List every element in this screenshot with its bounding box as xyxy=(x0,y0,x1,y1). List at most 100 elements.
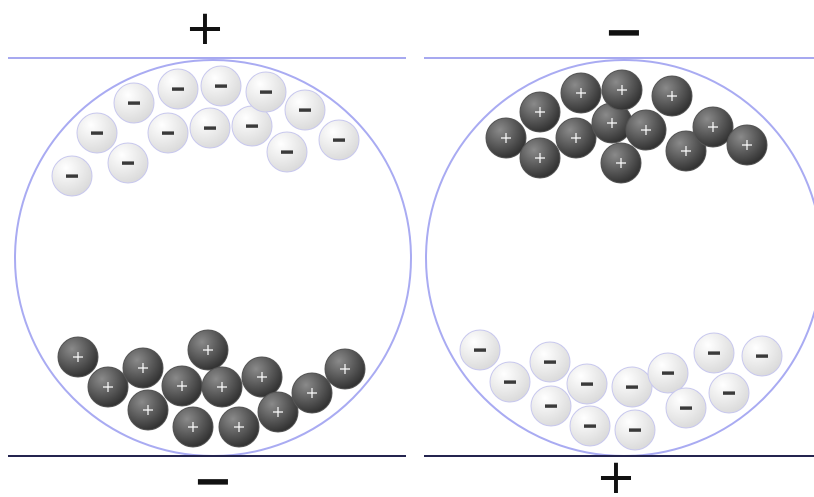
negative-particle xyxy=(566,363,608,405)
minus-sign-icon xyxy=(281,150,293,154)
negative-particle xyxy=(611,366,653,408)
negative-particle xyxy=(489,361,531,403)
minus-sign-icon xyxy=(299,108,311,112)
minus-sign-icon xyxy=(260,90,272,94)
negative-particle xyxy=(284,89,326,131)
plus-sign-icon xyxy=(571,133,581,143)
positive-particle xyxy=(625,109,667,151)
plus-sign-icon xyxy=(667,91,677,101)
plus-sign-icon xyxy=(73,352,83,362)
positive-particle xyxy=(560,72,602,114)
plus-sign-icon xyxy=(257,372,267,382)
negative-particle xyxy=(569,405,611,447)
plus-sign-icon xyxy=(708,122,718,132)
right-positive-particle-group xyxy=(485,69,768,184)
positive-particle xyxy=(241,356,283,398)
negative-particle xyxy=(157,68,199,110)
left-panel: + − xyxy=(8,0,412,497)
positive-particle xyxy=(601,69,643,111)
left-positive-particle-group xyxy=(57,329,366,448)
positive-particle xyxy=(172,406,214,448)
minus-sign-icon xyxy=(584,424,596,428)
plus-sign-icon xyxy=(616,158,626,168)
minus-sign-icon xyxy=(246,124,258,128)
negative-particle xyxy=(647,352,689,394)
minus-sign-icon xyxy=(215,84,227,88)
positive-particle xyxy=(485,117,527,159)
minus-sign-icon xyxy=(204,126,216,130)
negative-particle xyxy=(665,387,707,429)
positive-particle xyxy=(519,137,561,179)
plus-sign-icon xyxy=(576,88,586,98)
positive-particle xyxy=(291,372,333,414)
right-panel: − + xyxy=(424,4,814,497)
minus-sign-icon xyxy=(662,371,674,375)
positive-particle xyxy=(187,329,229,371)
minus-sign-icon xyxy=(128,101,140,105)
minus-sign-icon xyxy=(122,161,134,165)
positive-particle xyxy=(201,366,243,408)
minus-sign-icon xyxy=(333,138,345,142)
plus-sign-icon xyxy=(607,118,617,128)
positive-particle xyxy=(600,142,642,184)
minus-sign-icon xyxy=(91,131,103,135)
negative-particle xyxy=(614,409,656,451)
minus-sign-icon xyxy=(474,348,486,352)
positive-particle xyxy=(324,348,366,390)
left-top-terminal-label: + xyxy=(185,0,225,56)
positive-particle xyxy=(57,336,99,378)
negative-particle xyxy=(200,65,242,107)
minus-sign-icon xyxy=(66,174,78,178)
negative-particle xyxy=(147,112,189,154)
negative-particle xyxy=(529,341,571,383)
plus-sign-icon xyxy=(234,422,244,432)
negative-particle xyxy=(318,119,360,161)
negative-particle xyxy=(107,142,149,184)
plus-sign-icon xyxy=(501,133,511,143)
minus-sign-icon xyxy=(626,385,638,389)
plus-sign-icon xyxy=(273,407,283,417)
negative-particle xyxy=(708,372,750,414)
right-top-terminal-label: − xyxy=(604,4,644,60)
left-bottom-terminal-label: − xyxy=(193,453,233,497)
negative-particle xyxy=(245,71,287,113)
plus-sign-icon xyxy=(641,125,651,135)
negative-particle xyxy=(693,332,735,374)
positive-particle xyxy=(122,347,164,389)
minus-sign-icon xyxy=(723,391,735,395)
minus-sign-icon xyxy=(545,404,557,408)
negative-particle xyxy=(76,112,118,154)
right-bottom-terminal-label: + xyxy=(596,449,636,497)
negative-particle xyxy=(741,335,783,377)
plus-sign-icon xyxy=(340,364,350,374)
minus-sign-icon xyxy=(708,351,720,355)
plus-sign-icon xyxy=(103,382,113,392)
positive-particle xyxy=(692,106,734,148)
positive-particle xyxy=(519,91,561,133)
negative-particle xyxy=(113,82,155,124)
positive-particle xyxy=(665,130,707,172)
plus-sign-icon xyxy=(535,107,545,117)
plus-sign-icon xyxy=(617,85,627,95)
plus-sign-icon xyxy=(681,146,691,156)
minus-sign-icon xyxy=(581,382,593,386)
right-negative-particle-group xyxy=(459,329,783,451)
plus-sign-icon xyxy=(217,382,227,392)
negative-particle xyxy=(189,107,231,149)
positive-particle xyxy=(257,391,299,433)
positive-particle xyxy=(726,124,768,166)
minus-sign-icon xyxy=(629,428,641,432)
minus-sign-icon xyxy=(504,380,516,384)
negative-particle xyxy=(459,329,501,371)
minus-sign-icon xyxy=(680,406,692,410)
plus-sign-icon xyxy=(742,140,752,150)
positive-particle xyxy=(651,75,693,117)
negative-particle xyxy=(266,131,308,173)
positive-particle xyxy=(555,117,597,159)
plus-sign-icon xyxy=(177,381,187,391)
plus-sign-icon xyxy=(307,388,317,398)
plus-sign-icon xyxy=(188,422,198,432)
minus-sign-icon xyxy=(756,354,768,358)
plus-sign-icon xyxy=(535,153,545,163)
